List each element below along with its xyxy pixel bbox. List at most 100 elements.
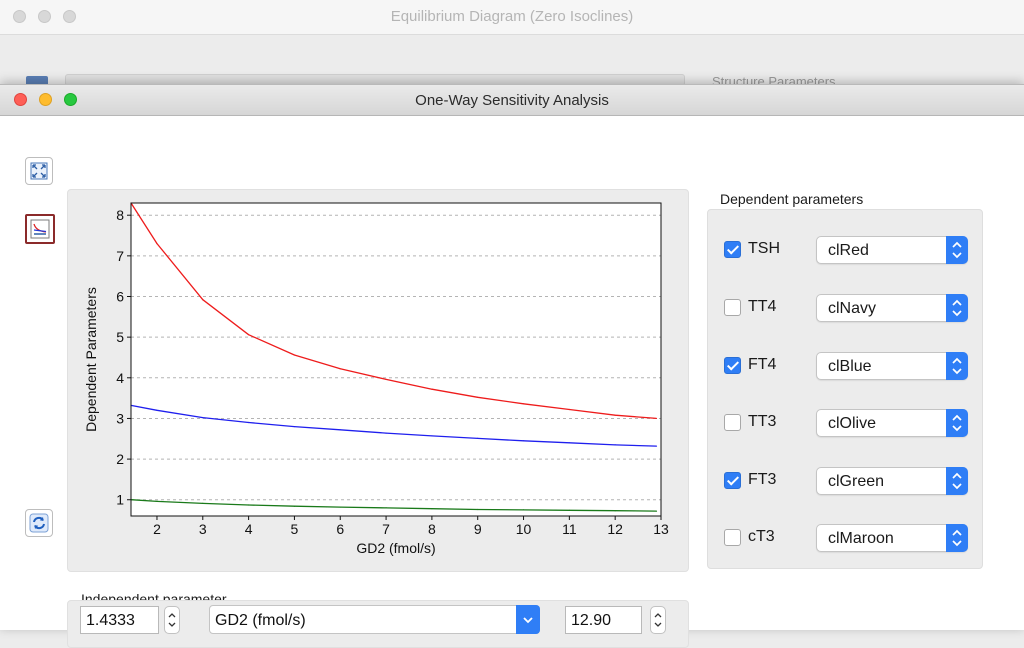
data-point bbox=[248, 334, 250, 336]
dependent-parameters-heading: Dependent parameters bbox=[720, 191, 864, 207]
independent-parameter-panel: 1.4333 GD2 (fmol/s) 12.90 bbox=[67, 600, 689, 648]
data-point bbox=[339, 368, 341, 370]
independent-parameter-combo[interactable]: GD2 (fmol/s) bbox=[209, 605, 540, 634]
data-point bbox=[248, 421, 250, 424]
refresh-icon bbox=[29, 513, 49, 533]
data-point bbox=[522, 509, 525, 511]
ct3-color-popup[interactable]: clMaroon bbox=[816, 524, 968, 552]
data-point bbox=[655, 445, 658, 447]
dependent-parameters-panel: TSH clRed TT4 clNavy FT4 clBlue bbox=[707, 209, 983, 569]
x-tick-label: 9 bbox=[474, 521, 482, 537]
data-point bbox=[202, 502, 204, 504]
x-tick-label: 10 bbox=[516, 521, 532, 537]
ft4-checkbox[interactable] bbox=[724, 357, 741, 374]
bg-minimize-button[interactable] bbox=[38, 10, 51, 23]
sensitivity-window: One-Way Sensitivity Analysis bbox=[0, 84, 1024, 648]
x-tick-label: 3 bbox=[199, 521, 207, 537]
y-tick-label: 6 bbox=[116, 288, 124, 304]
chevron-down-icon bbox=[523, 617, 533, 624]
x-tick-label: 13 bbox=[653, 521, 669, 537]
y-tick-label: 3 bbox=[116, 410, 124, 426]
ft3-color-popup[interactable]: clGreen bbox=[816, 467, 968, 495]
data-point bbox=[156, 500, 158, 502]
up-down-arrows-icon bbox=[946, 352, 968, 380]
y-tick-label: 4 bbox=[116, 370, 124, 386]
max-value-stepper[interactable] bbox=[650, 606, 666, 634]
data-point bbox=[385, 378, 387, 381]
tsh-checkbox[interactable] bbox=[724, 241, 741, 258]
up-down-arrows-icon bbox=[946, 467, 968, 495]
data-point bbox=[522, 403, 525, 405]
minimize-button[interactable] bbox=[39, 93, 52, 106]
refresh-button[interactable] bbox=[25, 509, 53, 537]
data-point bbox=[385, 507, 387, 509]
background-window-title: Equilibrium Diagram (Zero Isoclines) bbox=[390, 8, 634, 25]
data-point bbox=[477, 437, 479, 439]
ft3-checkbox[interactable] bbox=[724, 472, 741, 489]
tt3-color-popup[interactable]: clOlive bbox=[816, 409, 968, 437]
x-tick-label: 8 bbox=[428, 521, 436, 537]
fit-to-window-icon bbox=[30, 162, 48, 180]
chart-icon bbox=[30, 219, 50, 239]
bg-structure-parameters-label: Structure Parameters bbox=[712, 74, 836, 84]
y-axis-label: Dependent Parameters bbox=[83, 287, 99, 432]
data-point bbox=[293, 425, 296, 428]
plot-area bbox=[131, 203, 661, 516]
max-value-field[interactable]: 12.90 bbox=[565, 606, 642, 634]
grid bbox=[131, 214, 661, 501]
tt4-color-popup[interactable]: clNavy bbox=[816, 294, 968, 322]
close-button[interactable] bbox=[14, 93, 27, 106]
data-point bbox=[655, 417, 658, 420]
dependent-row-ct3: cT3 clMaroon bbox=[708, 521, 982, 555]
up-down-arrows-icon bbox=[946, 409, 968, 437]
tsh-color-popup[interactable]: clRed bbox=[816, 236, 968, 264]
data-point bbox=[431, 435, 433, 437]
combo-arrow bbox=[516, 605, 540, 634]
background-window-titlebar: Equilibrium Diagram (Zero Isoclines) bbox=[0, 0, 1024, 35]
y-tick-label: 5 bbox=[116, 329, 124, 345]
min-value-stepper[interactable] bbox=[164, 606, 180, 634]
window-content: 1 2 3 4 5 6 7 8 2 3 4 5 6 7 8 9 10 11 12 13 GD2 (fmol/s) De… bbox=[0, 116, 1024, 648]
y-tick-label: 7 bbox=[116, 248, 124, 264]
bg-toolbar-icon bbox=[26, 76, 48, 86]
stepper-arrows-icon bbox=[168, 613, 176, 627]
ft3-color-value: clGreen bbox=[828, 473, 885, 490]
chart-tool-button[interactable] bbox=[25, 214, 55, 244]
tt4-label: TT4 bbox=[748, 298, 777, 315]
series-group bbox=[130, 202, 658, 512]
data-point bbox=[522, 440, 525, 442]
min-value: 1.4333 bbox=[86, 612, 135, 629]
bg-zoom-button[interactable] bbox=[63, 10, 76, 23]
data-point bbox=[431, 508, 433, 510]
window-title: One-Way Sensitivity Analysis bbox=[415, 92, 609, 109]
data-point bbox=[431, 388, 433, 390]
data-point bbox=[202, 299, 204, 301]
tt3-checkbox[interactable] bbox=[724, 414, 741, 431]
up-down-arrows-icon bbox=[946, 524, 968, 552]
tsh-label: TSH bbox=[748, 240, 780, 257]
tt4-checkbox[interactable] bbox=[724, 299, 741, 316]
data-point bbox=[568, 509, 570, 511]
tt4-color-value: clNavy bbox=[828, 300, 877, 317]
bg-close-button[interactable] bbox=[13, 10, 26, 23]
x-tick-label: 2 bbox=[153, 521, 161, 537]
y-tick-label: 1 bbox=[116, 492, 124, 508]
max-value: 12.90 bbox=[571, 612, 612, 629]
zoom-button[interactable] bbox=[64, 93, 77, 106]
dependent-row-tt4: TT4 clNavy bbox=[708, 291, 982, 325]
fit-to-window-button[interactable] bbox=[25, 157, 53, 185]
plot-frame bbox=[130, 202, 662, 517]
ct3-checkbox[interactable] bbox=[724, 529, 741, 546]
data-point bbox=[568, 408, 570, 411]
independent-parameter-value: GD2 (fmol/s) bbox=[215, 612, 306, 629]
ft4-color-popup[interactable]: clBlue bbox=[816, 352, 968, 380]
dependent-row-ft4: FT4 clBlue bbox=[708, 349, 982, 383]
data-point bbox=[655, 510, 658, 512]
min-value-field[interactable]: 1.4333 bbox=[80, 606, 159, 634]
y-tick-label: 8 bbox=[116, 207, 124, 223]
data-point bbox=[293, 354, 296, 356]
x-tick-label: 6 bbox=[336, 521, 344, 537]
chart-panel: 1 2 3 4 5 6 7 8 2 3 4 5 6 7 8 9 10 11 12 13 GD2 (fmol/s) De… bbox=[67, 189, 689, 572]
ft4-color-value: clBlue bbox=[828, 358, 872, 375]
